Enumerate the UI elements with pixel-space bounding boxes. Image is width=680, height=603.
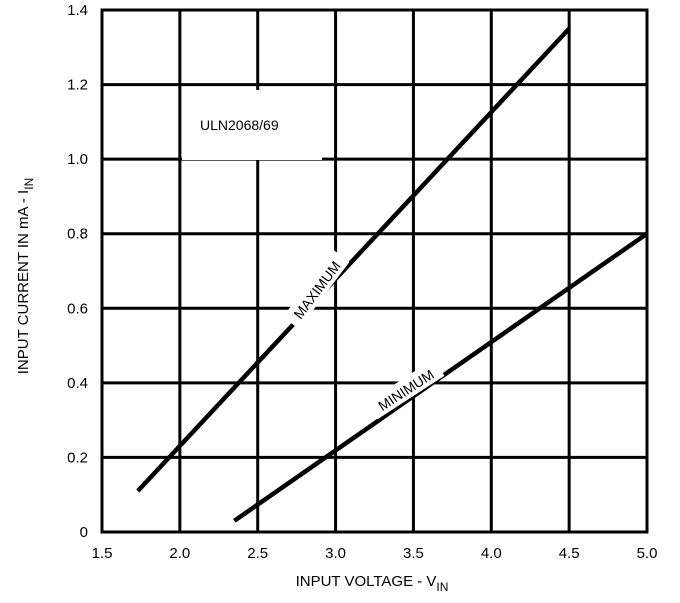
y-tick-label: 1.0 <box>67 151 88 168</box>
annotation-box <box>182 90 322 160</box>
y-tick-label: 1.2 <box>67 77 88 94</box>
x-tick-label: 3.5 <box>403 545 424 562</box>
minimum-label-bg <box>366 358 445 420</box>
y-axis-label: INPUT CURRENT IN mA - IIN <box>15 178 36 374</box>
x-tick-label: 2.5 <box>247 545 268 562</box>
x-tick-labels: 1.5 2.0 2.5 3.0 3.5 4.0 4.5 5.0 <box>92 545 658 562</box>
y-tick-labels: 0 0.2 0.4 0.6 0.8 1.0 1.2 1.4 <box>67 2 88 541</box>
x-axis-label: INPUT VOLTAGE - VIN <box>296 573 449 594</box>
minimum-label: MINIMUM <box>375 366 437 414</box>
x-tick-label: 2.0 <box>169 545 190 562</box>
plot-frame <box>100 8 649 534</box>
y-tick-label: 1.4 <box>67 2 88 19</box>
y-tick-label: 0.6 <box>67 300 88 317</box>
series-line-maximum <box>136 27 571 493</box>
x-tick-label: 1.5 <box>92 545 113 562</box>
chart-annotation: ULN2068/69 <box>200 117 279 133</box>
x-tick-label: 5.0 <box>637 545 658 562</box>
x-tick-label: 4.0 <box>481 545 502 562</box>
y-tick-label: 0.2 <box>67 449 88 466</box>
y-tick-label: 0.8 <box>67 226 88 243</box>
x-tick-label: 4.5 <box>559 545 580 562</box>
y-tick-label: 0.4 <box>67 375 88 392</box>
x-tick-label: 3.0 <box>325 545 346 562</box>
y-tick-label: 0 <box>80 524 88 541</box>
grid <box>102 10 647 532</box>
maximum-label-bg <box>282 249 350 329</box>
